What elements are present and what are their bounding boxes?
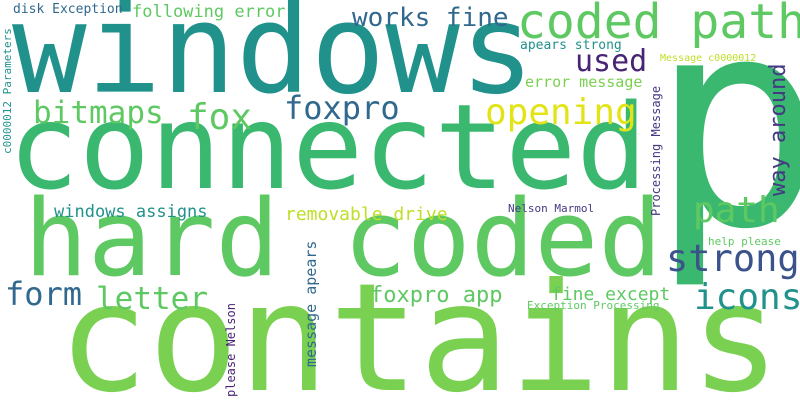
word-fox: fox — [187, 97, 253, 138]
word-coded-path: coded path — [517, 0, 800, 50]
word-please-nelson: please Nelson — [224, 303, 238, 397]
word-error-message: error message — [525, 73, 643, 91]
word-p: p — [650, 0, 800, 293]
word-processing-message: Processing Message — [649, 85, 663, 216]
word-removable-drive: removable drive — [285, 204, 448, 225]
word-disk-exception: disk Exception — [13, 2, 123, 17]
word-letter: letter — [96, 281, 208, 317]
word-connected: connected — [8, 78, 648, 216]
word-strong: strong — [666, 237, 800, 280]
word-c0000012-parameters: c0000012 Parameters — [1, 28, 14, 154]
word-used: used — [575, 44, 648, 79]
word-nelson-marmol: Nelson Marmol — [508, 202, 595, 215]
word-message-apears: message apears — [302, 240, 320, 367]
word-works-fine: works fine — [352, 3, 509, 33]
word-form: form — [5, 275, 83, 313]
word-bitmaps: bitmaps — [33, 95, 164, 131]
word-way-around: way around — [766, 63, 791, 196]
word-windows-assigns: windows assigns — [54, 202, 208, 222]
word-fine-except: fine except — [551, 284, 671, 305]
word-contains: contains — [58, 252, 781, 400]
word-help-please: help please — [708, 235, 781, 248]
word-hard-coded: hard coded — [24, 177, 663, 300]
word-exception-processing: Exception Processing — [527, 299, 660, 312]
word-apears-strong: apears strong — [520, 38, 622, 53]
word-path: path — [693, 190, 780, 231]
word-following-error: following error — [132, 2, 286, 22]
word-foxpro: foxpro — [284, 89, 400, 127]
word-icons: icons — [694, 277, 800, 318]
word-windows: windows — [12, 0, 535, 122]
word-opening: opening — [485, 92, 637, 133]
word-foxpro-app: foxpro app — [370, 283, 503, 308]
word-message-c0000012: Message c0000012 — [660, 53, 757, 64]
